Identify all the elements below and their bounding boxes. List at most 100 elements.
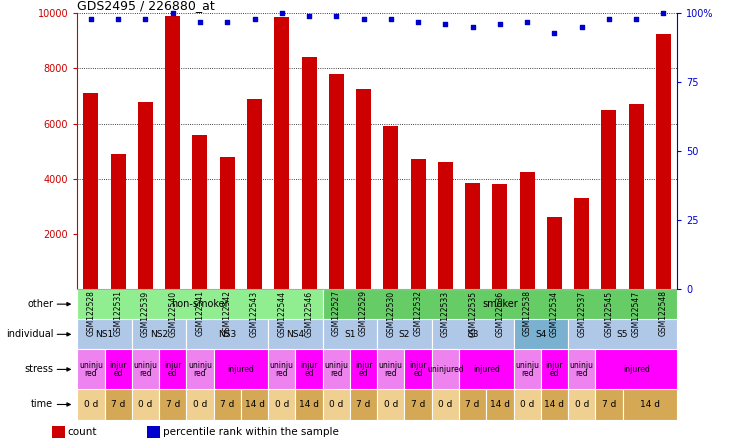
Bar [465, 183, 480, 289]
Text: 7 d: 7 d [356, 400, 371, 409]
Point [467, 24, 478, 31]
Bar [568, 349, 595, 389]
Point [548, 29, 560, 36]
Text: other: other [27, 299, 53, 309]
Bar [574, 198, 590, 289]
Bar [213, 389, 241, 420]
Point [521, 18, 533, 25]
Bar [213, 349, 268, 389]
Text: 7 d: 7 d [602, 400, 616, 409]
Bar [105, 349, 132, 389]
Bar [322, 319, 378, 349]
Text: injur
ed: injur ed [164, 361, 182, 378]
Bar [432, 319, 514, 349]
Bar [459, 349, 514, 389]
Text: non-smoker: non-smoker [171, 299, 229, 309]
Bar [514, 319, 568, 349]
Bar [411, 159, 425, 289]
Text: 0 d: 0 d [383, 400, 398, 409]
Text: injured: injured [227, 365, 255, 374]
Bar [247, 99, 262, 289]
Bar [492, 184, 507, 289]
Bar [378, 349, 405, 389]
Text: 14 d: 14 d [545, 400, 565, 409]
Text: injur
ed: injur ed [300, 361, 318, 378]
Bar [601, 110, 617, 289]
Bar [77, 349, 105, 389]
Bar [547, 218, 562, 289]
Text: 14 d: 14 d [299, 400, 319, 409]
Bar [486, 389, 514, 420]
Bar [268, 389, 295, 420]
Point [494, 21, 506, 28]
Bar [147, 426, 160, 438]
Bar [52, 426, 65, 438]
Bar [268, 349, 295, 389]
Bar [105, 389, 132, 420]
Text: 14 d: 14 d [640, 400, 660, 409]
Bar [295, 389, 322, 420]
Point [358, 15, 369, 22]
Text: 0 d: 0 d [138, 400, 152, 409]
Text: 0 d: 0 d [575, 400, 589, 409]
Text: injured: injured [623, 365, 650, 374]
Point [657, 10, 669, 17]
Text: 0 d: 0 d [520, 400, 534, 409]
Text: NS4: NS4 [286, 330, 305, 339]
Bar [186, 319, 268, 349]
Text: injur
ed: injur ed [545, 361, 563, 378]
Bar [378, 389, 405, 420]
Bar [356, 89, 371, 289]
Text: 0 d: 0 d [329, 400, 344, 409]
Bar [541, 389, 568, 420]
Text: uninju
red: uninju red [79, 361, 103, 378]
Bar [514, 349, 541, 389]
Bar [350, 349, 378, 389]
Bar [110, 154, 126, 289]
Bar [77, 389, 105, 420]
Text: S3: S3 [467, 330, 478, 339]
Point [85, 15, 97, 22]
Point [140, 15, 152, 22]
Text: stress: stress [24, 365, 53, 374]
Text: injured: injured [473, 365, 500, 374]
Text: 7 d: 7 d [111, 400, 125, 409]
Text: 0 d: 0 d [84, 400, 98, 409]
Bar [159, 349, 186, 389]
Bar [405, 389, 432, 420]
Text: smoker: smoker [482, 299, 517, 309]
Text: injur
ed: injur ed [409, 361, 427, 378]
Bar [186, 389, 213, 420]
Bar [405, 349, 432, 389]
Text: S2: S2 [399, 330, 410, 339]
Bar [438, 162, 453, 289]
Text: 14 d: 14 d [490, 400, 510, 409]
Text: 7 d: 7 d [411, 400, 425, 409]
Bar [514, 389, 541, 420]
Text: NS1: NS1 [96, 330, 113, 339]
Bar [165, 16, 180, 289]
Text: uninjured: uninjured [427, 365, 464, 374]
Bar [275, 17, 289, 289]
Bar [77, 319, 132, 349]
Bar [302, 57, 316, 289]
Text: count: count [68, 427, 97, 437]
Point [412, 18, 424, 25]
Bar [656, 34, 671, 289]
Bar [322, 289, 677, 319]
Bar [322, 349, 350, 389]
Bar [329, 74, 344, 289]
Point [222, 18, 233, 25]
Text: uninju
red: uninju red [379, 361, 403, 378]
Text: 0 d: 0 d [438, 400, 453, 409]
Text: time: time [31, 400, 53, 409]
Bar [459, 389, 486, 420]
Text: uninju
red: uninju red [515, 361, 539, 378]
Bar [629, 104, 644, 289]
Text: uninju
red: uninju red [133, 361, 158, 378]
Bar [132, 389, 159, 420]
Point [385, 15, 397, 22]
Bar [83, 93, 99, 289]
Point [249, 15, 261, 22]
Bar [595, 389, 623, 420]
